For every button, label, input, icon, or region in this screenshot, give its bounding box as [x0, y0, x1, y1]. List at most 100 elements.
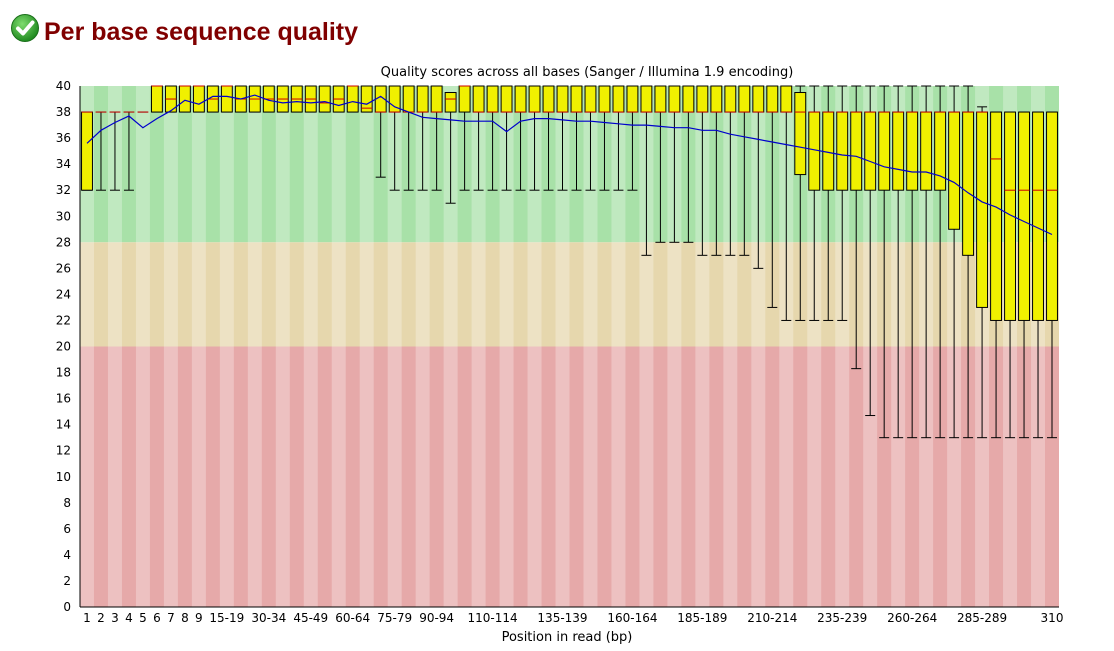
- quality-box: [878, 111, 891, 191]
- quality-boxes: [81, 85, 1058, 439]
- quality-box: [780, 85, 793, 113]
- x-tick-label: 185-189: [677, 611, 727, 625]
- quality-box: [542, 85, 555, 113]
- y-tick-label: 36: [56, 131, 71, 145]
- quality-box: [416, 85, 429, 113]
- quality-box: [430, 85, 443, 113]
- stripe: [331, 86, 346, 607]
- quality-box: [752, 85, 765, 113]
- stripe: [807, 86, 822, 607]
- mean-line-group: [86, 94, 1053, 236]
- quality-box: [318, 85, 331, 113]
- quality-box: [444, 92, 457, 113]
- quality-box: [472, 85, 485, 113]
- quality-box: [556, 85, 569, 113]
- stripe: [107, 86, 122, 607]
- y-tick-label: 10: [56, 470, 71, 484]
- position-stripes: [80, 86, 1046, 607]
- quality-box: [486, 85, 499, 113]
- quality-box: [598, 85, 611, 113]
- x-tick-label: 135-139: [537, 611, 587, 625]
- y-tick-label: 28: [56, 235, 71, 249]
- y-tick-label: 8: [63, 496, 71, 510]
- y-tick-label: 20: [56, 340, 71, 354]
- quality-box: [346, 85, 359, 113]
- stripe: [751, 86, 766, 607]
- y-tick-label: 4: [63, 548, 71, 562]
- quality-box: [850, 111, 863, 191]
- stripe: [387, 86, 402, 607]
- stripe: [275, 86, 290, 607]
- y-tick-label: 0: [63, 600, 71, 614]
- stripe: [303, 86, 318, 607]
- quality-box: [360, 85, 373, 113]
- x-tick-label: 9: [195, 611, 203, 625]
- axes: [79, 86, 1059, 608]
- module-header: Per base sequence quality: [10, 10, 358, 46]
- x-tick-label: 60-64: [335, 611, 370, 625]
- x-axis-label: Position in read (bp): [502, 630, 633, 645]
- quality-box: [528, 85, 541, 113]
- y-tick-label: 26: [56, 261, 71, 275]
- y-tick-label: 16: [56, 392, 71, 406]
- page-title: Per base sequence quality: [44, 17, 359, 46]
- y-tick-label: 12: [56, 444, 71, 458]
- zone-fail: [80, 346, 1059, 607]
- stripe: [639, 86, 654, 607]
- y-tick-label: 14: [56, 418, 71, 432]
- quality-box: [458, 85, 471, 113]
- quality-box: [1018, 111, 1030, 321]
- stripe: [583, 86, 598, 607]
- quality-box: [962, 111, 975, 256]
- quality-box: [948, 111, 961, 230]
- x-tick-label: 75-79: [377, 611, 412, 625]
- quality-box: [836, 111, 849, 191]
- y-tick-label: 24: [56, 287, 71, 301]
- mean-line: [86, 94, 1053, 236]
- quality-box: [584, 85, 597, 113]
- x-tick-label: 160-164: [607, 611, 657, 625]
- x-tick-label: 210-214: [747, 611, 797, 625]
- stripe: [443, 86, 458, 607]
- x-tick-label: 4: [125, 611, 133, 625]
- quality-box: [766, 85, 779, 113]
- stripe: [415, 86, 430, 607]
- stripe: [527, 86, 542, 607]
- y-tick-label: 30: [56, 209, 71, 223]
- x-tick-label: 6: [153, 611, 161, 625]
- quality-box: [920, 111, 933, 191]
- quality-box: [808, 111, 821, 191]
- quality-box: [990, 111, 1003, 321]
- quality-box: [696, 85, 709, 113]
- stripe: [835, 86, 850, 607]
- quality-box: [220, 85, 233, 113]
- quality-box: [906, 111, 919, 191]
- quality-box: [1032, 111, 1044, 321]
- quality-box: [514, 85, 527, 113]
- quality-box: [710, 85, 723, 113]
- y-tick-label: 6: [63, 522, 71, 536]
- x-tick-label: 90-94: [419, 611, 454, 625]
- quality-box: [654, 85, 667, 113]
- stripe: [611, 86, 626, 607]
- quality-box: [150, 85, 163, 113]
- x-tick-label: 7: [167, 611, 175, 625]
- quality-box: [934, 111, 947, 191]
- y-tick-label: 40: [56, 79, 71, 93]
- quality-box: [738, 85, 751, 113]
- y-tick-label: 38: [56, 105, 71, 119]
- x-tick-label: 310: [1041, 611, 1064, 625]
- x-tick-label: 110-114: [468, 611, 518, 625]
- quality-box: [724, 85, 737, 113]
- x-tick-label: 45-49: [293, 611, 328, 625]
- stripe: [191, 86, 206, 607]
- quality-box: [612, 85, 625, 113]
- stripe: [667, 86, 682, 607]
- y-tick-label: 32: [56, 183, 71, 197]
- quality-box: [1046, 111, 1058, 321]
- x-tick-label: 1: [83, 611, 91, 625]
- y-tick-label: 18: [56, 366, 71, 380]
- quality-box: [626, 85, 639, 113]
